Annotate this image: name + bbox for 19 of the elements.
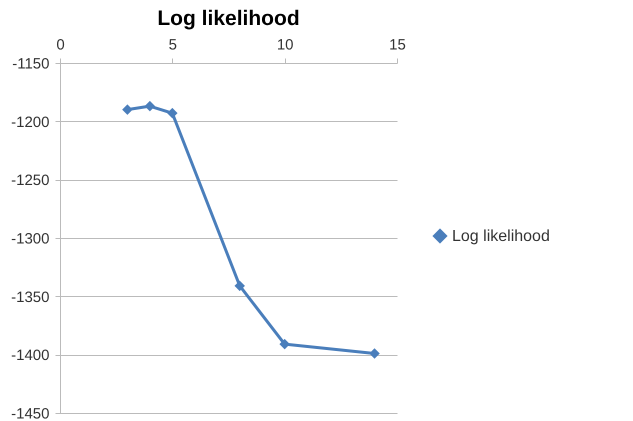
point [369,348,380,359]
y-tick-label: -1300 [11,230,50,248]
x-tick-label: 15 [389,36,406,54]
x-tick-label: 0 [56,36,65,54]
point [144,100,156,112]
y-tick-label: -1450 [11,406,50,421]
y-tick-label: -1200 [11,114,50,131]
legend-label: Log likelihood [452,228,550,245]
y-tick-label: -1150 [12,56,50,72]
y-tick-label: -1400 [11,347,50,364]
point [122,104,133,115]
point [279,338,290,350]
y-tick-label: -1350 [11,288,50,306]
x-tick-label: 5 [168,36,178,54]
point [167,108,178,118]
y-tick-label: -1250 [11,172,50,190]
point [234,280,245,292]
chart-title: Log likelihood [157,7,300,30]
x-tick-label: 10 [276,36,294,54]
